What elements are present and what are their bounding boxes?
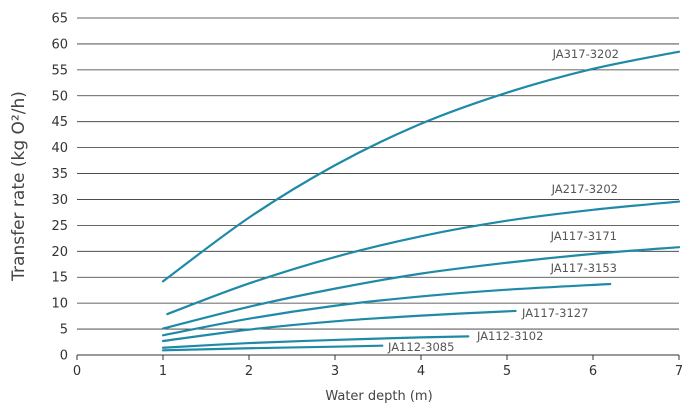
y-tick-label: 65 (51, 12, 68, 27)
x-tick-label: 2 (245, 364, 253, 379)
y-tick-label: 20 (51, 245, 68, 260)
x-tick-label: 1 (159, 364, 167, 379)
series-label: JA112-3085 (387, 340, 454, 354)
y-tick-label: 45 (51, 115, 68, 130)
series-lines (161, 50, 681, 352)
series-label: JA217-3202 (551, 182, 618, 196)
series-line-ja217-3202 (166, 200, 681, 316)
x-tick-label: 5 (503, 364, 511, 379)
y-tick-label: 50 (51, 89, 68, 104)
series-line-ja117-3171 (161, 246, 681, 330)
x-tick-label: 4 (417, 364, 425, 379)
y-axis-title: Transfer rate (kg O²/h) (9, 91, 29, 282)
x-tick-label: 6 (589, 364, 597, 379)
y-tick-label: 35 (51, 167, 68, 182)
series-labels: JA317-3202 JA217-3202 JA117-3171 JA117-3153… (387, 47, 619, 354)
y-tick-label: 25 (51, 219, 68, 234)
x-axis-title: Water depth (m) (325, 389, 432, 404)
x-tick-label: 0 (73, 364, 81, 379)
y-tick-label: 0 (60, 349, 68, 364)
y-tick-label: 60 (51, 37, 68, 52)
y-tick-label: 55 (51, 63, 68, 78)
y-tick-label: 30 (51, 193, 68, 208)
grid-lines (77, 17, 679, 330)
series-line-ja117-3153 (161, 282, 612, 337)
series-line-ja112-3085 (161, 344, 384, 352)
y-tick-label: 40 (51, 141, 68, 156)
x-tick-label: 7 (675, 364, 682, 379)
series-label: JA117-3153 (550, 261, 617, 275)
y-tick-label: 5 (60, 323, 68, 338)
y-tick-label: 15 (51, 271, 68, 286)
series-label: JA317-3202 (552, 47, 619, 61)
x-axis-ticks: 0 1 2 3 4 5 6 7 (73, 355, 682, 379)
series-line-ja317-3202 (161, 50, 681, 283)
series-label: JA117-3127 (521, 306, 588, 320)
series-line-ja117-3127 (161, 309, 517, 343)
y-tick-label: 10 (51, 297, 68, 312)
y-axis-ticks: 0 5 10 15 20 25 30 35 40 45 50 55 60 65 (51, 12, 68, 364)
x-tick-label: 3 (331, 364, 339, 379)
series-label: JA117-3171 (550, 229, 617, 243)
series-line-ja112-3102 (161, 335, 470, 349)
series-label: JA112-3102 (476, 329, 543, 343)
